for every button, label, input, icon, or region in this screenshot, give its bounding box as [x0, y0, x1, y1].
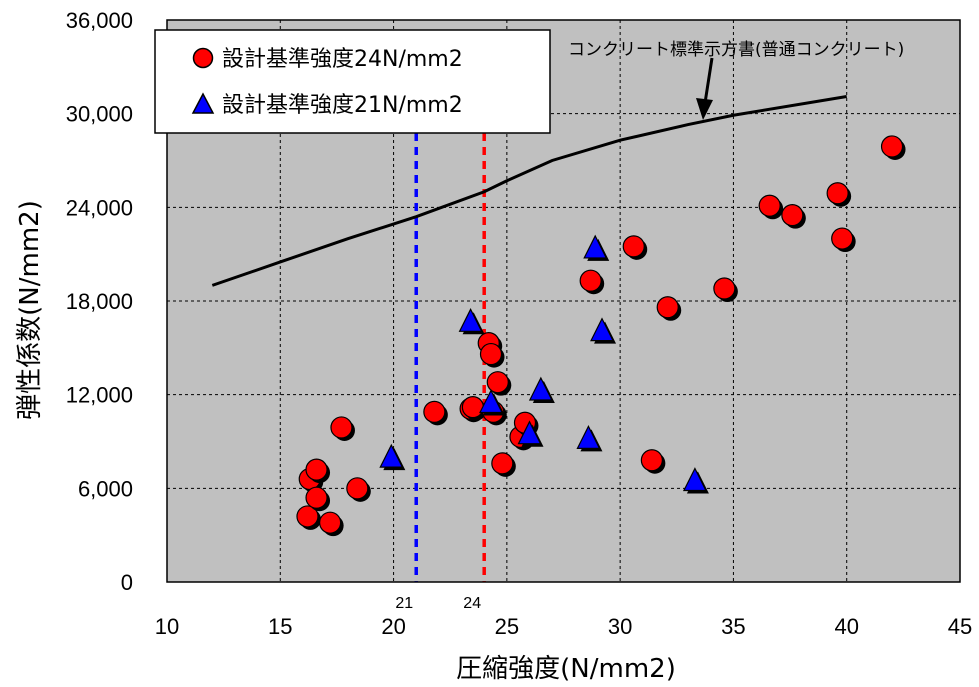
y-tick-label: 18,000	[66, 289, 133, 314]
point-circle	[656, 296, 679, 319]
point-circle	[880, 135, 904, 158]
point-circle	[346, 477, 369, 500]
grid-lines	[167, 20, 960, 582]
data-points	[296, 135, 906, 537]
point-circle	[423, 400, 446, 423]
point-circle	[330, 416, 353, 439]
annotation-arrow	[696, 57, 714, 120]
point-triangle	[379, 443, 404, 468]
point-circle	[486, 371, 509, 394]
y-tick-label: 24,000	[66, 195, 133, 220]
point-triangle	[458, 307, 483, 332]
point-triangle	[583, 234, 608, 259]
point-triangle	[517, 420, 542, 445]
y-axis-ticks: 0 6,000 12,000 18,000 24,000 30,000 36,000	[66, 8, 133, 595]
x-tick-label: 15	[268, 614, 292, 639]
point-triangle	[682, 467, 707, 492]
point-triangle	[576, 425, 601, 449]
point-circle	[305, 458, 328, 481]
point-circle	[758, 194, 781, 217]
x-tick-label: 35	[721, 614, 745, 639]
y-tick-label: 12,000	[66, 383, 133, 408]
point-triangle	[590, 317, 614, 342]
y-axis-label: 弾性係数(N/mm2)	[15, 200, 45, 420]
point-circle	[491, 452, 514, 475]
point-circle	[305, 486, 328, 509]
x-tick-label: 20	[381, 614, 405, 639]
point-circle	[579, 269, 602, 292]
point-triangle	[479, 389, 503, 414]
point-circle	[781, 204, 804, 227]
point-circle	[640, 449, 663, 472]
reference-label-21: 21	[395, 595, 413, 612]
point-triangle	[528, 376, 553, 401]
legend: 設計基準強度24N/mm2 設計基準強度21N/mm2	[154, 29, 551, 134]
point-circle	[622, 235, 645, 258]
y-tick-label: 30,000	[66, 102, 133, 127]
point-circle	[831, 227, 854, 250]
point-circle	[461, 396, 484, 419]
y-tick-label: 0	[121, 570, 133, 595]
legend-label-21: 設計基準強度21N/mm2	[222, 93, 463, 118]
standard-curve-line	[211, 95, 847, 287]
point-circle	[713, 277, 736, 300]
point-circle	[479, 342, 503, 366]
x-tick-label: 10	[155, 614, 179, 639]
x-tick-label: 30	[608, 614, 632, 639]
point-circle	[826, 182, 849, 205]
x-axis-ticks: 10 15 20 25 30 35 40 45	[155, 614, 972, 639]
reference-label-24: 24	[463, 595, 481, 612]
point-circle	[319, 511, 342, 534]
x-tick-label: 40	[834, 614, 858, 639]
y-tick-label: 6,000	[78, 476, 133, 501]
x-tick-label: 25	[495, 614, 519, 639]
x-axis-label: 圧縮強度(N/mm2)	[456, 654, 676, 684]
legend-marker-circle	[192, 47, 214, 69]
legend-marker-triangle	[191, 92, 215, 114]
x-tick-label: 45	[948, 614, 972, 639]
plot-border	[166, 19, 961, 583]
point-circle	[296, 505, 319, 528]
standard-curve-annotation: コンクリート標準示方書(普通コンクリート)	[568, 40, 904, 60]
legend-label-24: 設計基準強度24N/mm2	[222, 47, 463, 72]
y-tick-label: 36,000	[66, 8, 133, 33]
